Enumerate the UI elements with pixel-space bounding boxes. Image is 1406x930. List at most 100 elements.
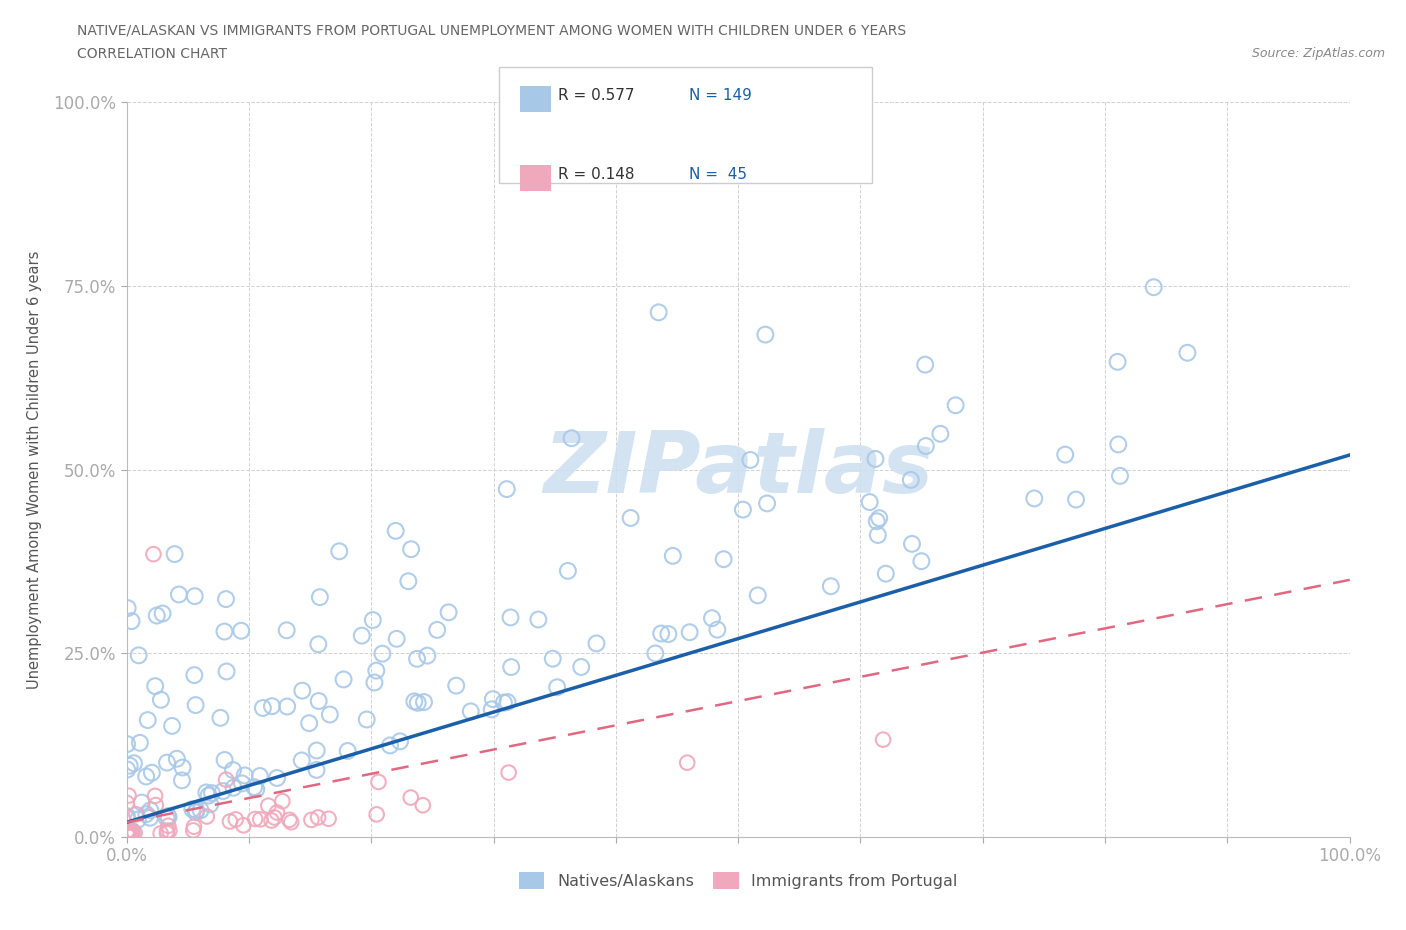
Point [546, 680, 568, 695]
Point [231, 776, 253, 790]
Point [679, 625, 702, 640]
Point [271, 794, 294, 809]
Point [557, 564, 579, 578]
Point [495, 482, 517, 497]
Point [1143, 280, 1166, 295]
Point [820, 578, 842, 593]
Point [252, 700, 274, 715]
Point [145, 798, 167, 813]
Point [156, 823, 179, 838]
Point [115, 825, 138, 840]
Point [222, 763, 245, 777]
Point [201, 786, 224, 801]
Point [117, 788, 139, 803]
Point [149, 826, 172, 841]
Point [319, 707, 342, 722]
Point [929, 426, 952, 441]
Point [859, 495, 882, 510]
Point [157, 810, 180, 825]
Point [160, 719, 183, 734]
Point [156, 826, 179, 841]
Point [318, 811, 340, 826]
Point [366, 663, 388, 678]
Point [121, 823, 143, 838]
Point [1107, 437, 1129, 452]
Point [541, 651, 564, 666]
Point [305, 763, 328, 777]
Point [157, 809, 180, 824]
Point [156, 755, 179, 770]
Point [740, 453, 762, 468]
Point [700, 611, 723, 626]
Point [195, 809, 218, 824]
Point [214, 752, 236, 767]
Point [183, 819, 205, 834]
Point [139, 803, 162, 817]
Point [706, 622, 728, 637]
Point [499, 610, 522, 625]
Point [910, 553, 932, 568]
Point [644, 646, 666, 661]
Point [115, 795, 138, 810]
Point [437, 604, 460, 619]
Point [197, 788, 219, 803]
Point [183, 668, 205, 683]
Point [900, 472, 922, 487]
Point [170, 773, 193, 788]
Point [299, 813, 322, 828]
Point [152, 606, 174, 621]
Point [756, 496, 779, 511]
Point [200, 797, 222, 812]
Point [378, 738, 401, 753]
Point [118, 830, 141, 844]
Point [142, 547, 165, 562]
Point [231, 623, 253, 638]
Point [141, 765, 163, 780]
Point [157, 823, 180, 838]
Point [127, 812, 149, 827]
Point [307, 637, 329, 652]
Point [399, 790, 422, 805]
Point [118, 824, 141, 839]
Point [276, 699, 298, 714]
Text: R = 0.148: R = 0.148 [558, 167, 634, 182]
Text: ZIPatlas: ZIPatlas [543, 428, 934, 512]
Point [243, 779, 266, 794]
Point [754, 327, 776, 342]
Point [166, 751, 188, 766]
Point [266, 771, 288, 786]
Point [945, 398, 967, 413]
Point [481, 702, 503, 717]
Point [1024, 491, 1046, 506]
Point [406, 651, 429, 666]
Point [363, 675, 385, 690]
Point [731, 502, 754, 517]
Point [149, 692, 172, 707]
Text: R = 0.577: R = 0.577 [558, 88, 634, 103]
Point [676, 755, 699, 770]
Point [501, 659, 523, 674]
Point [117, 827, 139, 842]
Text: N = 149: N = 149 [689, 88, 752, 103]
Point [308, 590, 330, 604]
Point [157, 818, 180, 833]
Point [136, 712, 159, 727]
Point [115, 811, 138, 826]
Point [444, 678, 467, 693]
Point [121, 824, 143, 839]
Point [561, 431, 583, 445]
Point [215, 772, 238, 787]
Point [308, 694, 330, 709]
Point [184, 589, 207, 604]
Text: NATIVE/ALASKAN VS IMMIGRANTS FROM PORTUGAL UNEMPLOYMENT AMONG WOMEN WITH CHILDRE: NATIVE/ALASKAN VS IMMIGRANTS FROM PORTUG… [77, 23, 907, 37]
Point [865, 451, 887, 466]
Point [527, 612, 550, 627]
Point [305, 743, 328, 758]
Point [215, 591, 238, 606]
Point [713, 551, 735, 566]
Point [914, 357, 936, 372]
Point [406, 696, 429, 711]
Point [460, 704, 482, 719]
Point [866, 513, 889, 528]
Point [647, 305, 669, 320]
